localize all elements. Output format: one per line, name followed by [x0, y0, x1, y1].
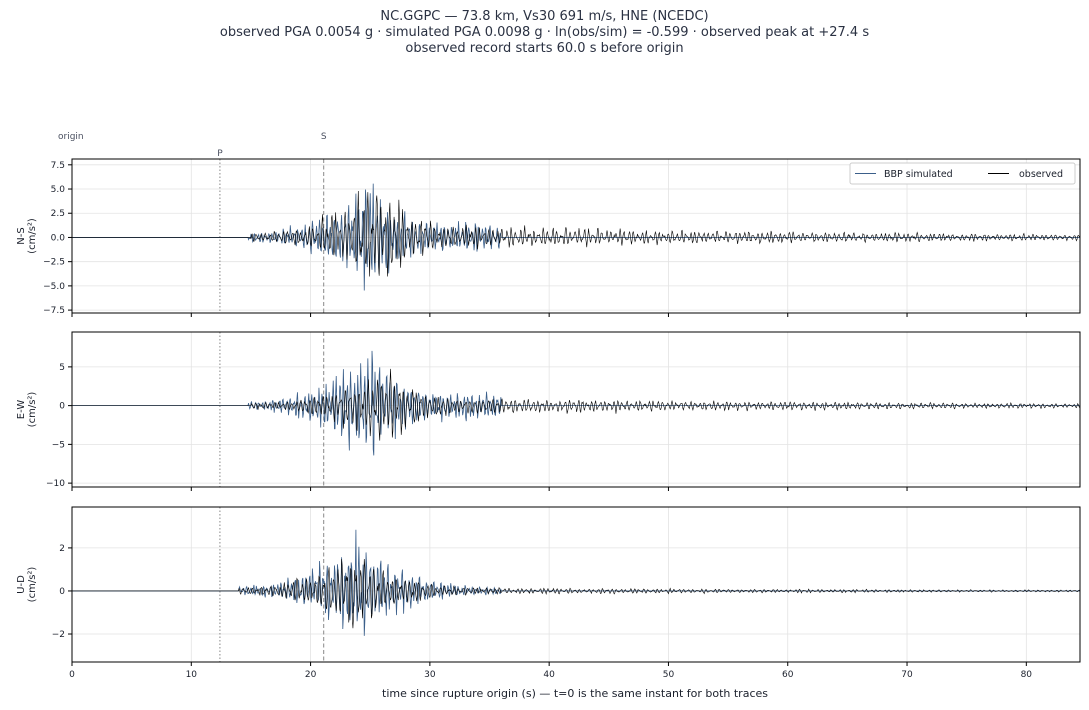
- x-tick-label: 60: [782, 670, 794, 680]
- y-tick-label: −5: [52, 440, 65, 450]
- y-tick-label: 0: [59, 587, 65, 597]
- y-axis-label: N-S(cm/s²): [16, 218, 38, 254]
- y-axis-label: U-D(cm/s²): [16, 567, 38, 603]
- title-line-2: observed PGA 0.0054 g · simulated PGA 0.…: [219, 25, 870, 40]
- y-axis-label: E-W(cm/s²): [16, 392, 38, 428]
- origin-label: origin: [58, 132, 84, 142]
- y-tick-label: 5.0: [51, 185, 66, 195]
- y-tick-label: 2.5: [51, 209, 65, 219]
- y-tick-label: −2.5: [43, 258, 65, 268]
- simulated-trace: [72, 183, 1080, 291]
- y-tick-label: −2: [52, 630, 65, 640]
- axes-frame: [71, 158, 1081, 314]
- p-label: P: [217, 149, 223, 159]
- title-line-3: observed record starts 60.0 s before ori…: [405, 41, 684, 56]
- y-tick-label: 2: [59, 544, 65, 554]
- panel-e-w: 5 0 −5 −10 E-W(cm/s²): [16, 331, 1081, 491]
- title-line-1: NC.GGPC — 73.8 km, Vs30 691 m/s, HNE (NC…: [380, 9, 709, 24]
- axes-frame: [71, 331, 1081, 488]
- x-tick-label: 30: [424, 670, 436, 680]
- y-tick-label: 0: [59, 402, 65, 412]
- y-tick-label: −10: [46, 479, 65, 489]
- x-tick-label: 70: [901, 670, 913, 680]
- simulated-trace: [72, 529, 1080, 636]
- y-tick-label: 7.5: [51, 161, 65, 171]
- x-tick-label: 20: [305, 670, 317, 680]
- y-tick-label: −5.0: [43, 282, 65, 292]
- axes-frame: [71, 506, 1081, 663]
- legend-observed-label: observed: [1019, 169, 1063, 180]
- x-tick-label: 50: [663, 670, 675, 680]
- legend-simulated-label: BBP simulated: [884, 169, 953, 180]
- panel-n-s: 7.5 5.0 2.5 0.0 −2.5 −5.0 −7.5 N-S(cm/s²): [16, 158, 1081, 317]
- panel-u-d: 20−20 10 20 30 40 50 60 70 80U-D(cm/s²): [16, 506, 1081, 680]
- observed-trace: [72, 558, 1081, 629]
- observed-trace: [72, 190, 1081, 277]
- x-tick-label: 40: [543, 670, 555, 680]
- x-tick-label: 80: [1021, 670, 1033, 680]
- x-tick-label: 10: [186, 670, 198, 680]
- y-tick-label: −7.5: [43, 306, 65, 316]
- s-label: S: [321, 132, 327, 142]
- x-axis-label: time since rupture origin (s) — t=0 is t…: [382, 687, 768, 700]
- y-tick-label: 0.0: [51, 233, 66, 243]
- observed-trace: [72, 368, 1081, 441]
- x-tick-label: 0: [69, 670, 75, 680]
- legend: BBP simulated observed: [849, 162, 1076, 185]
- legend-box: [849, 162, 1076, 185]
- y-tick-label: 5: [59, 363, 65, 373]
